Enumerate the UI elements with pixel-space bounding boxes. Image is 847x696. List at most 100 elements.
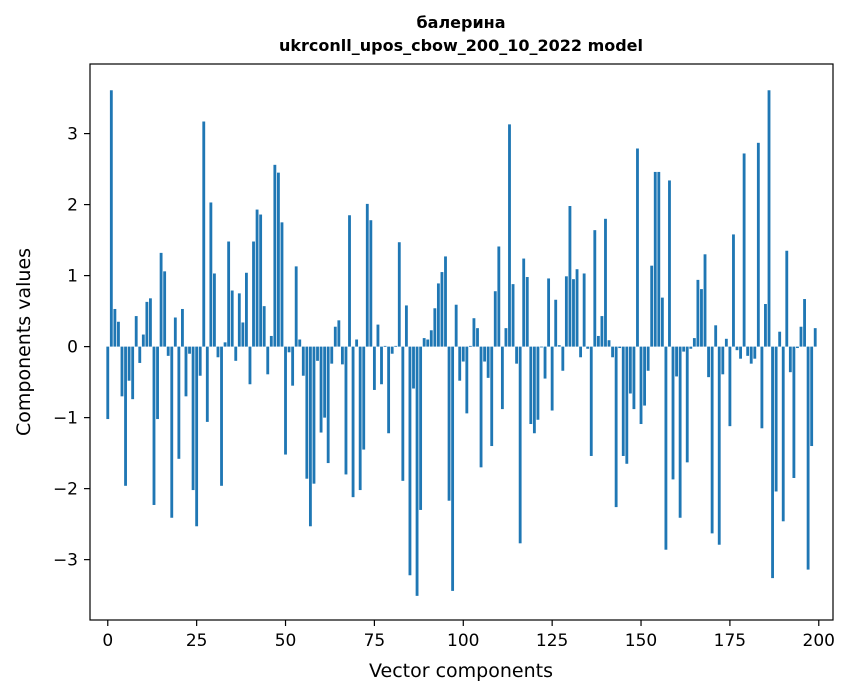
bar xyxy=(540,346,543,348)
bar xyxy=(611,346,615,358)
bar xyxy=(493,291,497,347)
bar xyxy=(170,346,174,518)
bar xyxy=(117,321,120,347)
bar xyxy=(358,346,362,491)
bar xyxy=(732,234,735,347)
bar xyxy=(653,171,657,347)
bar xyxy=(764,304,767,347)
bar xyxy=(532,346,536,434)
bar xyxy=(774,346,778,492)
bar xyxy=(156,346,159,420)
bar xyxy=(682,346,686,352)
bar xyxy=(284,346,287,455)
bar xyxy=(796,346,799,349)
bar xyxy=(483,346,487,362)
bar xyxy=(792,346,796,478)
bar xyxy=(131,346,135,400)
bar xyxy=(383,345,387,347)
x-axis-label: Vector components xyxy=(369,660,553,682)
bar xyxy=(159,252,163,347)
bar xyxy=(166,346,170,356)
bar xyxy=(703,254,707,347)
bar xyxy=(269,335,273,347)
bar xyxy=(749,346,753,364)
bar xyxy=(252,241,255,347)
bar xyxy=(447,346,451,501)
bar xyxy=(810,346,814,447)
bar xyxy=(305,346,309,479)
bar xyxy=(287,346,291,353)
bar xyxy=(344,346,348,475)
bar xyxy=(664,346,668,550)
bar xyxy=(685,346,689,463)
bar xyxy=(586,346,590,349)
bar xyxy=(412,346,415,389)
bar xyxy=(241,322,245,347)
bar xyxy=(444,256,447,347)
y-tick-label: −1 xyxy=(53,409,78,429)
bar xyxy=(511,284,515,347)
bar xyxy=(390,346,394,354)
bar xyxy=(127,346,131,381)
bar xyxy=(717,346,721,545)
bar xyxy=(205,346,209,422)
bar xyxy=(245,272,248,347)
y-tick-label: −3 xyxy=(53,551,78,571)
bar xyxy=(614,346,618,508)
bar xyxy=(436,283,440,347)
bar xyxy=(163,271,167,347)
bar xyxy=(237,293,241,347)
bar xyxy=(728,346,732,427)
bar xyxy=(472,318,476,347)
bar xyxy=(440,272,444,347)
bars-group xyxy=(106,90,817,596)
bar xyxy=(476,328,479,347)
bar xyxy=(223,342,227,347)
y-tick-label: 2 xyxy=(67,196,78,216)
bar xyxy=(216,346,220,358)
bar xyxy=(668,180,671,347)
bar xyxy=(337,320,341,347)
bar xyxy=(145,301,149,347)
bar xyxy=(333,326,337,347)
bar xyxy=(316,346,319,361)
bar xyxy=(724,338,728,347)
bar xyxy=(365,203,369,347)
x-tick-label: 125 xyxy=(536,631,568,651)
bar xyxy=(106,346,110,420)
y-axis: −3 −2 −1 0 1 2 3 xyxy=(53,125,90,571)
bar xyxy=(753,346,757,359)
bar xyxy=(319,346,323,433)
bar xyxy=(408,346,412,576)
bar xyxy=(394,345,398,347)
bar xyxy=(799,326,803,347)
bar xyxy=(348,215,351,347)
y-tick-label: 0 xyxy=(67,338,78,358)
bar xyxy=(461,346,465,362)
chart-title: балерина xyxy=(416,13,505,32)
bar xyxy=(632,346,636,410)
bar xyxy=(134,316,138,347)
bar xyxy=(536,346,540,420)
bar xyxy=(543,346,547,379)
bar xyxy=(372,346,376,390)
bar xyxy=(209,202,213,347)
bar xyxy=(181,308,184,347)
chart-subtitle: ukrconll_upos_cbow_200_10_2022 model xyxy=(279,36,643,55)
bar xyxy=(525,277,529,347)
bar xyxy=(369,220,373,347)
bar xyxy=(568,206,572,347)
bar xyxy=(291,346,295,386)
bar xyxy=(220,346,223,486)
bar xyxy=(451,346,455,591)
bar xyxy=(113,308,117,347)
bar xyxy=(259,214,263,347)
bar xyxy=(138,346,142,363)
bar xyxy=(330,346,334,364)
bar xyxy=(433,308,437,347)
x-tick-label: 25 xyxy=(186,631,208,651)
bar xyxy=(301,346,305,376)
bar xyxy=(387,346,391,434)
x-tick-label: 75 xyxy=(364,631,386,651)
